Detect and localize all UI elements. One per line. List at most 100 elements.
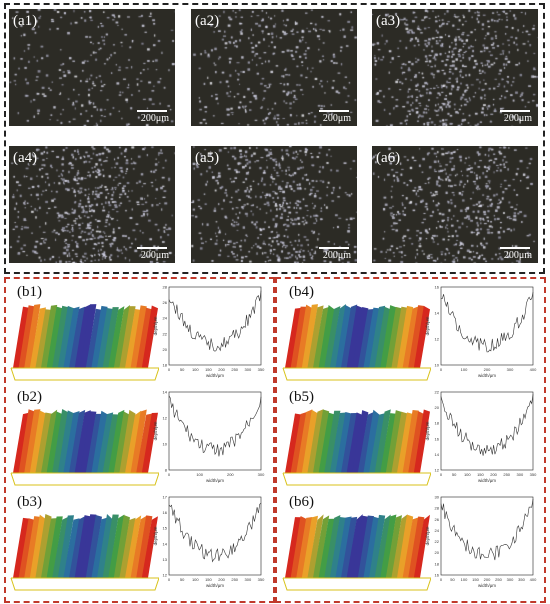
x-tick-label: 350 bbox=[530, 472, 537, 477]
y-tick-label: 18 bbox=[435, 421, 440, 426]
depth-trace bbox=[440, 292, 534, 353]
x-tick-label: 0 bbox=[168, 577, 171, 582]
x-tick-label: 150 bbox=[205, 577, 212, 582]
micrograph-label: (a2) bbox=[195, 13, 220, 29]
x-tick-label: 0 bbox=[440, 472, 443, 477]
y-tick-label: 20 bbox=[435, 550, 440, 555]
scale-bar-label: 200μm bbox=[140, 113, 169, 124]
x-tick-label: 0 bbox=[168, 367, 171, 372]
x-tick-label: 350 bbox=[258, 367, 265, 372]
surface-3d bbox=[10, 514, 159, 591]
profile-frame-right bbox=[275, 277, 546, 603]
x-axis-label: width/μm bbox=[478, 583, 496, 588]
profile-panel-6: (b6) 0 50 100 150 200 250 300 350 400 16 18 20 22 24 26… bbox=[279, 490, 543, 593]
depth-trace bbox=[440, 394, 534, 456]
y-tick-label: 18 bbox=[435, 561, 440, 566]
x-tick-label: 250 bbox=[231, 367, 238, 372]
y-tick-label: 17 bbox=[163, 495, 168, 500]
profile-panel-label: (b1) bbox=[17, 284, 42, 300]
plot-axes bbox=[168, 391, 262, 471]
plot-axes bbox=[168, 286, 262, 366]
depth-profile-chart: 0 50 100 150 200 250 300 350 12 14 16 18 20 22 width/μ… bbox=[425, 390, 537, 484]
y-tick-label: 16 bbox=[435, 285, 440, 290]
scale-bar-label: 200μm bbox=[322, 250, 351, 261]
x-tick-label: 200 bbox=[227, 472, 234, 477]
x-tick-label: 100 bbox=[461, 367, 468, 372]
y-tick-label: 16 bbox=[163, 510, 168, 515]
y-tick-label: 28 bbox=[435, 506, 440, 511]
x-tick-label: 400 bbox=[530, 367, 537, 372]
scale-bar bbox=[500, 110, 530, 112]
y-tick-label: 15 bbox=[163, 526, 168, 531]
depth-trace bbox=[440, 498, 534, 561]
plot-axes bbox=[168, 496, 262, 576]
y-tick-label: 8 bbox=[165, 468, 168, 473]
x-tick-label: 100 bbox=[464, 472, 471, 477]
depth-profile-chart: 0 100 200 300 8 10 12 14 width/μm depth/μm bbox=[153, 390, 265, 484]
scale-bar bbox=[137, 247, 167, 249]
plot-axes bbox=[440, 496, 534, 576]
micrograph-texture bbox=[372, 146, 538, 263]
micrograph-label: (a5) bbox=[195, 150, 220, 166]
x-tick-label: 150 bbox=[472, 577, 479, 582]
x-tick-label: 300 bbox=[507, 367, 514, 372]
y-axis-label: depth/μm bbox=[425, 421, 430, 440]
x-axis-label: width/μm bbox=[206, 373, 224, 378]
x-tick-label: 200 bbox=[484, 367, 491, 372]
x-tick-label: 200 bbox=[218, 577, 225, 582]
x-tick-label: 150 bbox=[205, 367, 212, 372]
scale-bar-label: 200μm bbox=[503, 250, 532, 261]
plot-axes bbox=[440, 286, 534, 366]
x-tick-label: 0 bbox=[440, 367, 443, 372]
micrograph-label: (a1) bbox=[13, 13, 38, 29]
x-tick-label: 200 bbox=[484, 577, 491, 582]
surface-3d bbox=[282, 304, 431, 381]
micrograph-1: (a1) 200μm bbox=[9, 9, 175, 126]
profile-panel-2: (b2) 0 100 200 300 8 10 12 14 width/μm depth/μm bbox=[7, 385, 271, 488]
y-tick-label: 28 bbox=[163, 285, 168, 290]
micrograph-texture bbox=[9, 9, 175, 126]
y-tick-label: 26 bbox=[163, 300, 168, 305]
profile-frame-left bbox=[4, 277, 275, 603]
profile-panel-3: (b3) 0 50 100 150 200 250 300 350 12 13 14 15 16 17 wid… bbox=[7, 490, 271, 593]
x-tick-label: 250 bbox=[231, 577, 238, 582]
y-tick-label: 10 bbox=[435, 363, 440, 368]
x-tick-label: 350 bbox=[518, 577, 525, 582]
depth-profile-chart: 0 50 100 150 200 250 300 350 18 20 22 24 26 28 width/μ… bbox=[153, 285, 265, 379]
x-tick-label: 150 bbox=[477, 472, 484, 477]
micrograph-texture bbox=[9, 146, 175, 263]
y-tick-label: 22 bbox=[163, 331, 168, 336]
scale-bar-label: 200μm bbox=[503, 113, 532, 124]
x-axis-label: width/μm bbox=[206, 478, 224, 483]
scale-bar-label: 200μm bbox=[322, 113, 351, 124]
x-tick-label: 200 bbox=[490, 472, 497, 477]
y-tick-label: 18 bbox=[163, 363, 168, 368]
depth-profile-chart: 0 50 100 150 200 250 300 350 12 13 14 15 16 17 width/μ… bbox=[153, 495, 265, 589]
x-tick-label: 350 bbox=[258, 577, 265, 582]
y-tick-label: 14 bbox=[163, 541, 168, 546]
micrograph-3: (a3) 200μm bbox=[372, 9, 538, 126]
x-tick-label: 50 bbox=[452, 472, 457, 477]
depth-profile-chart: 0 50 100 150 200 250 300 350 400 16 18 20 22 24 26 28 30… bbox=[425, 495, 537, 589]
x-tick-label: 0 bbox=[168, 472, 171, 477]
micrograph-label: (a6) bbox=[376, 150, 401, 166]
surface-3d bbox=[282, 514, 431, 591]
y-axis-label: depth/μm bbox=[425, 526, 430, 545]
y-tick-label: 16 bbox=[435, 573, 440, 578]
plot-axes bbox=[440, 391, 534, 471]
x-tick-label: 100 bbox=[461, 577, 468, 582]
y-axis-label: depth/μm bbox=[153, 316, 158, 335]
x-tick-label: 100 bbox=[192, 367, 199, 372]
y-tick-label: 24 bbox=[435, 528, 440, 533]
scale-bar-label: 200μm bbox=[140, 250, 169, 261]
y-tick-label: 24 bbox=[163, 316, 168, 321]
y-tick-label: 13 bbox=[163, 557, 168, 562]
micrograph-4: (a4) 200μm bbox=[9, 146, 175, 263]
x-tick-label: 250 bbox=[495, 577, 502, 582]
micrograph-2: (a2) 200μm bbox=[191, 9, 357, 126]
y-tick-label: 14 bbox=[435, 311, 440, 316]
micrograph-label: (a4) bbox=[13, 150, 38, 166]
scale-bar bbox=[319, 247, 349, 249]
scale-bar bbox=[319, 110, 349, 112]
x-tick-label: 300 bbox=[245, 367, 252, 372]
